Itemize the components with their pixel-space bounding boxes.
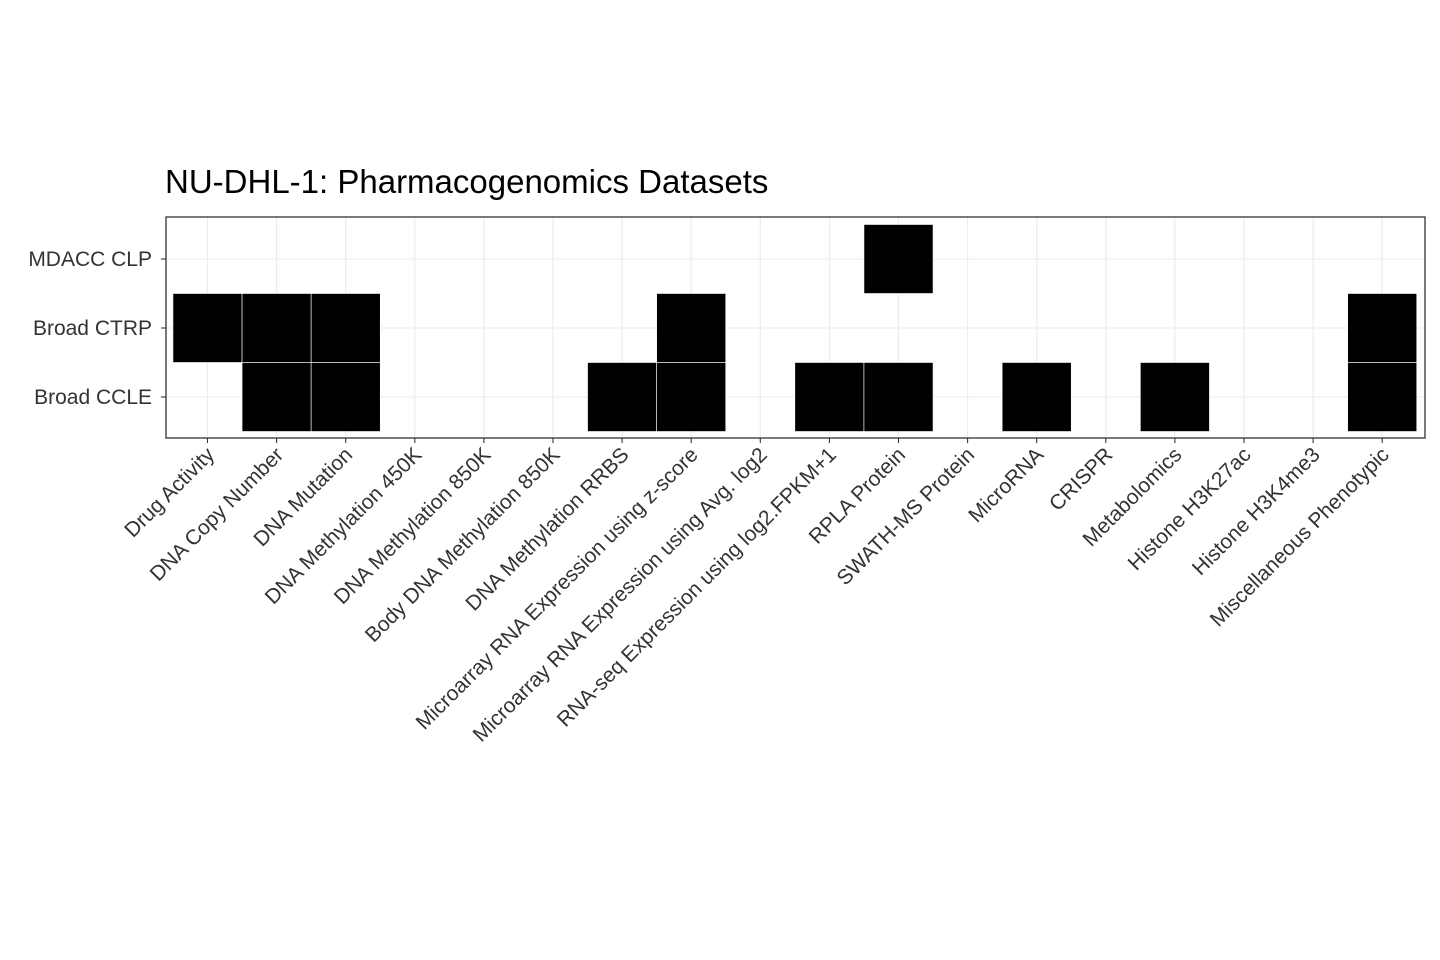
heatmap-cell-broad-ccle-dna-copy-number (241, 362, 312, 432)
x-tick-label-swath-ms-protein: SWATH-MS Protein (833, 443, 980, 590)
heatmap-cell-broad-ccle-dna-mutation (310, 362, 381, 432)
heatmap-cell-broad-ctrp-microarray-rna-expression-using-z-score (656, 293, 727, 363)
x-tick-label-histone-h3k27ac: Histone H3K27ac (1124, 443, 1256, 575)
heatmap-cell-broad-ctrp-dna-mutation (310, 293, 381, 363)
chart-title: NU-DHL-1: Pharmacogenomics Datasets (165, 163, 769, 200)
x-tick-label-crispr: CRISPR (1045, 443, 1117, 515)
heatmap-cell-broad-ctrp-miscellaneous-phenotypic (1347, 293, 1418, 363)
heatmap-cell-broad-ccle-rna-seq-expression-using-log2-fpkm-1 (794, 362, 865, 432)
heatmap-cells (172, 224, 1418, 432)
axis-ticks (161, 258, 1383, 443)
x-tick-label-microrna: MicroRNA (964, 443, 1048, 527)
heatmap-cell-mdacc-clp-rpla-protein (863, 224, 934, 294)
heatmap-cell-broad-ccle-rpla-protein (863, 362, 934, 432)
y-tick-label-mdacc-clp: MDACC CLP (28, 248, 152, 271)
heatmap-cell-broad-ctrp-dna-copy-number (241, 293, 312, 363)
heatmap-cell-broad-ccle-dna-methylation-rrbs (587, 362, 657, 432)
x-tick-label-dna-copy-number: DNA Copy Number (146, 443, 289, 586)
y-tick-label-broad-ccle: Broad CCLE (34, 386, 152, 409)
heatmap-cell-broad-ccle-miscellaneous-phenotypic (1347, 362, 1418, 432)
x-tick-label-histone-h3k4me3: Histone H3K4me3 (1188, 443, 1325, 580)
y-axis-labels: MDACC CLP Broad CTRP Broad CCLE (28, 248, 152, 409)
y-tick-label-broad-ctrp: Broad CTRP (33, 317, 152, 340)
heatmap-cell-broad-ccle-metabolomics (1140, 362, 1210, 432)
heatmap-cell-broad-ccle-microrna (1001, 362, 1072, 432)
heatmap-cell-broad-ctrp-drug-activity (172, 293, 243, 363)
heatmap-cell-broad-ccle-microarray-rna-expression-using-z-score (656, 362, 727, 432)
